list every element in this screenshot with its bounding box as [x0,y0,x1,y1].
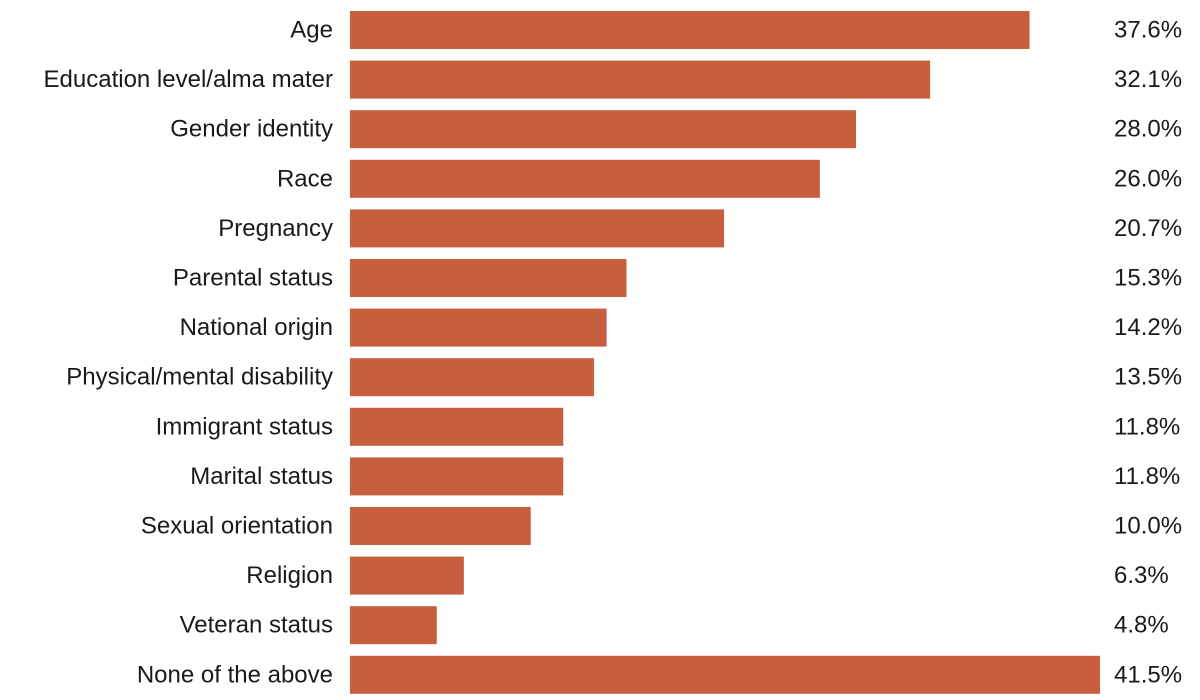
value-label: 15.3% [1114,265,1182,292]
category-label: Race [277,165,333,192]
value-label: 4.8% [1114,612,1169,639]
bar [350,209,725,248]
value-label: 20.7% [1114,215,1182,242]
bar [350,308,607,347]
value-label: 41.5% [1114,661,1182,688]
value-label: 28.0% [1114,116,1182,143]
value-label: 11.8% [1114,413,1180,440]
value-label: 13.5% [1114,364,1182,391]
bar [350,457,564,496]
value-label: 26.0% [1114,165,1182,192]
bar [350,507,531,545]
bar [350,655,1100,694]
category-label: Immigrant status [156,413,333,440]
category-label: Physical/mental disability [66,364,333,391]
category-label: Religion [246,562,333,589]
bar [350,556,464,595]
bar [350,159,820,198]
category-label: Gender identity [170,116,333,143]
bar [350,110,857,149]
category-label: Parental status [173,265,333,292]
category-label: Sexual orientation [141,513,333,540]
value-label: 11.8% [1114,463,1180,490]
category-label: Age [290,17,333,44]
category-label: Education level/alma mater [44,66,333,93]
value-label: 32.1% [1114,66,1182,93]
bar [350,358,594,397]
bar [350,259,627,297]
value-label: 6.3% [1114,562,1169,589]
bar [350,606,437,645]
bar [350,407,564,446]
value-label: 10.0% [1114,513,1182,540]
category-label: Marital status [190,463,333,490]
category-label: National origin [180,314,333,341]
value-label: 14.2% [1114,314,1182,341]
value-label: 37.6% [1114,17,1182,44]
category-label: Veteran status [180,612,333,639]
category-label: None of the above [137,661,333,688]
bar [350,60,931,99]
category-label: Pregnancy [218,215,333,242]
bar [350,11,1030,49]
